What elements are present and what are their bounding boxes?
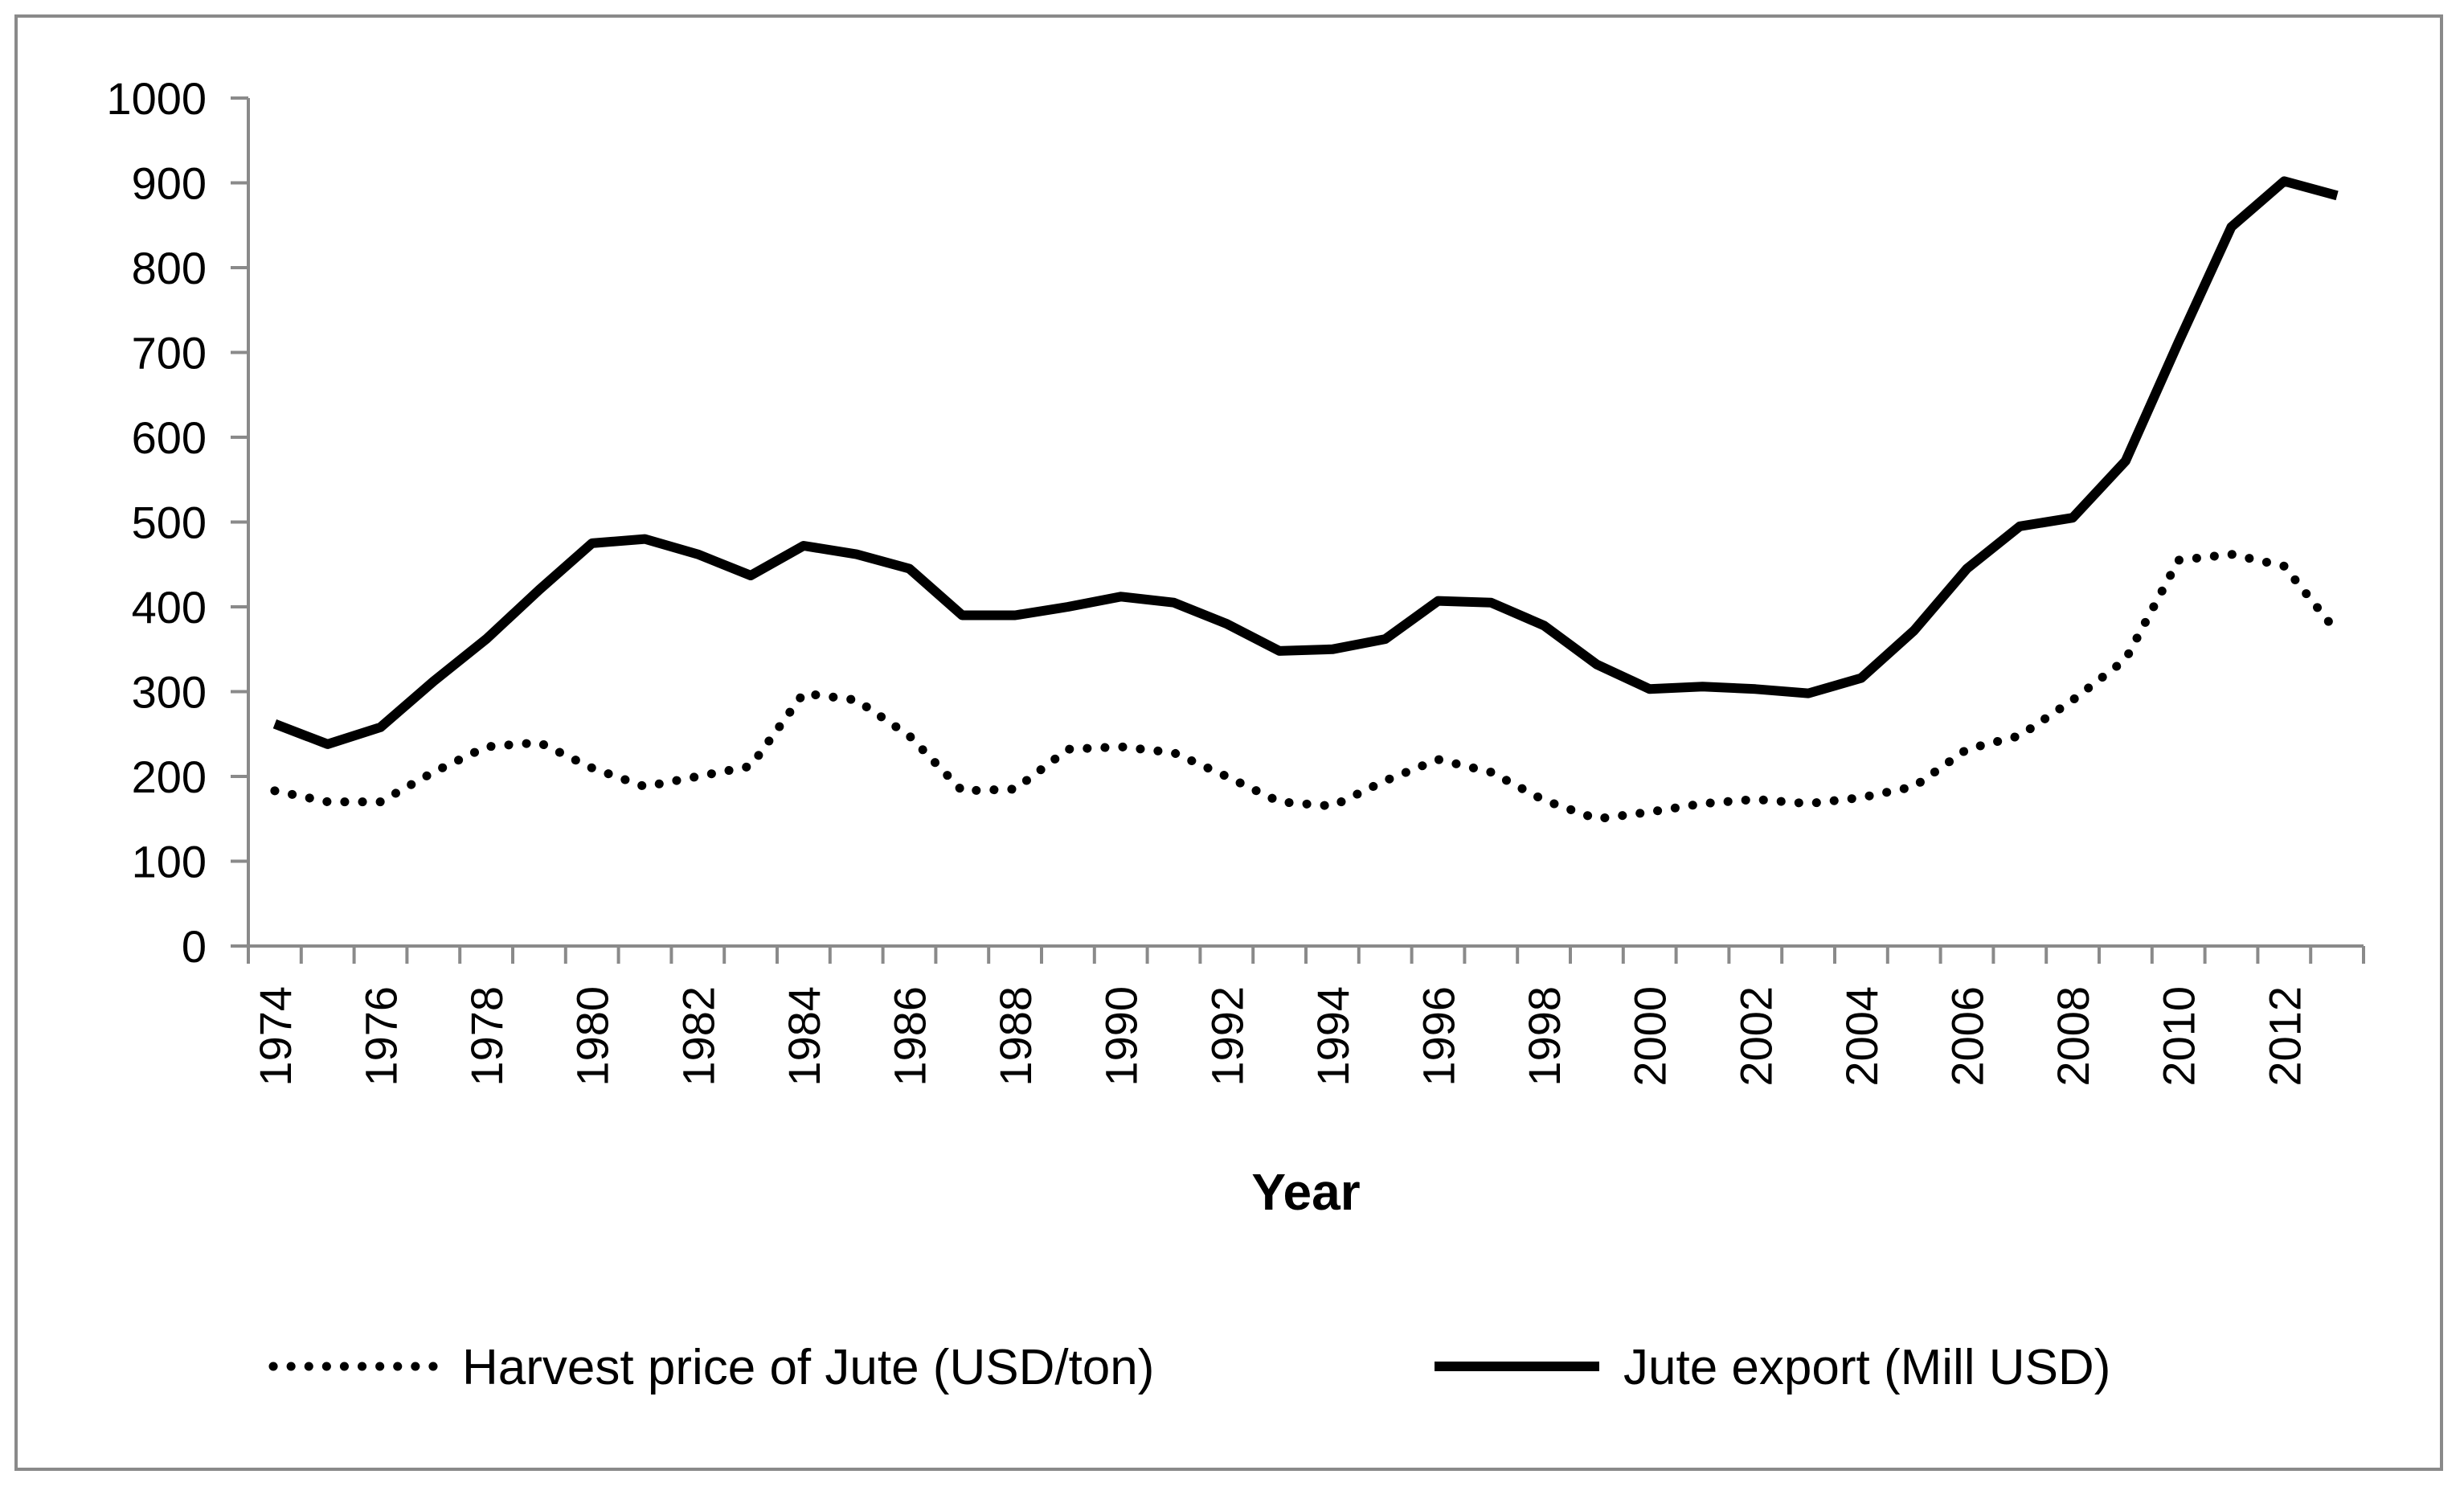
x-tick-label: 2008 (2048, 986, 2098, 1087)
x-tick-label: 2012 (2259, 986, 2310, 1087)
x-tick-label: 2000 (1625, 986, 1676, 1087)
x-tick-label: 1988 (990, 986, 1041, 1087)
x-tick-label: 1994 (1308, 986, 1358, 1087)
y-tick-label: 1000 (106, 73, 207, 124)
y-tick-label: 500 (132, 498, 207, 548)
x-tick-label: 2010 (2154, 986, 2204, 1087)
y-tick-label: 300 (132, 667, 207, 718)
x-axis: 1974 1976 1978 1980 1982 1984 1986 1988 1990 1992… (247, 944, 2365, 1087)
x-tick-label: 1984 (779, 986, 829, 1087)
x-tick-label: 1998 (1519, 986, 1570, 1087)
x-tick-label: 1978 (461, 986, 512, 1087)
y-tick-label: 600 (132, 412, 207, 463)
chart-frame (14, 14, 2443, 1471)
x-tick-label: 1980 (567, 986, 618, 1087)
jute-export-line (272, 176, 2339, 749)
x-tick-label: 2006 (1942, 986, 1993, 1087)
x-tick-label: 1996 (1414, 986, 1464, 1087)
harvest-price-line (270, 550, 2342, 824)
x-tick-label: 1986 (885, 986, 935, 1087)
y-axis: 0 100 200 300 400 500 600 700 800 900 1000 (106, 73, 250, 972)
x-tick-label: 1974 (250, 986, 301, 1087)
y-tick-label: 400 (132, 582, 207, 633)
y-tick-label: 700 (132, 328, 207, 379)
x-tick-label: 1982 (673, 986, 723, 1087)
y-tick-label: 100 (132, 837, 207, 887)
x-tick-label: 1990 (1096, 986, 1147, 1087)
y-tick-label: 0 (182, 921, 207, 972)
x-tick-label: 1976 (356, 986, 407, 1087)
legend-label-jute-export: Jute export (Mill USD) (1623, 1340, 2110, 1395)
y-tick-label: 900 (132, 158, 207, 209)
y-tick-label: 800 (132, 243, 207, 293)
x-tick-label: 1992 (1201, 986, 1252, 1087)
x-axis-title: Year (1251, 1163, 1360, 1221)
legend: Harvest price of Jute (USD/ton) Jute expo… (268, 1340, 2110, 1395)
series-layer (270, 176, 2342, 824)
x-tick-label: 2004 (1836, 986, 1887, 1087)
x-tick-label: 2002 (1730, 986, 1781, 1087)
y-tick-label: 200 (132, 752, 207, 802)
legend-label-harvest-price: Harvest price of Jute (USD/ton) (462, 1340, 1154, 1395)
